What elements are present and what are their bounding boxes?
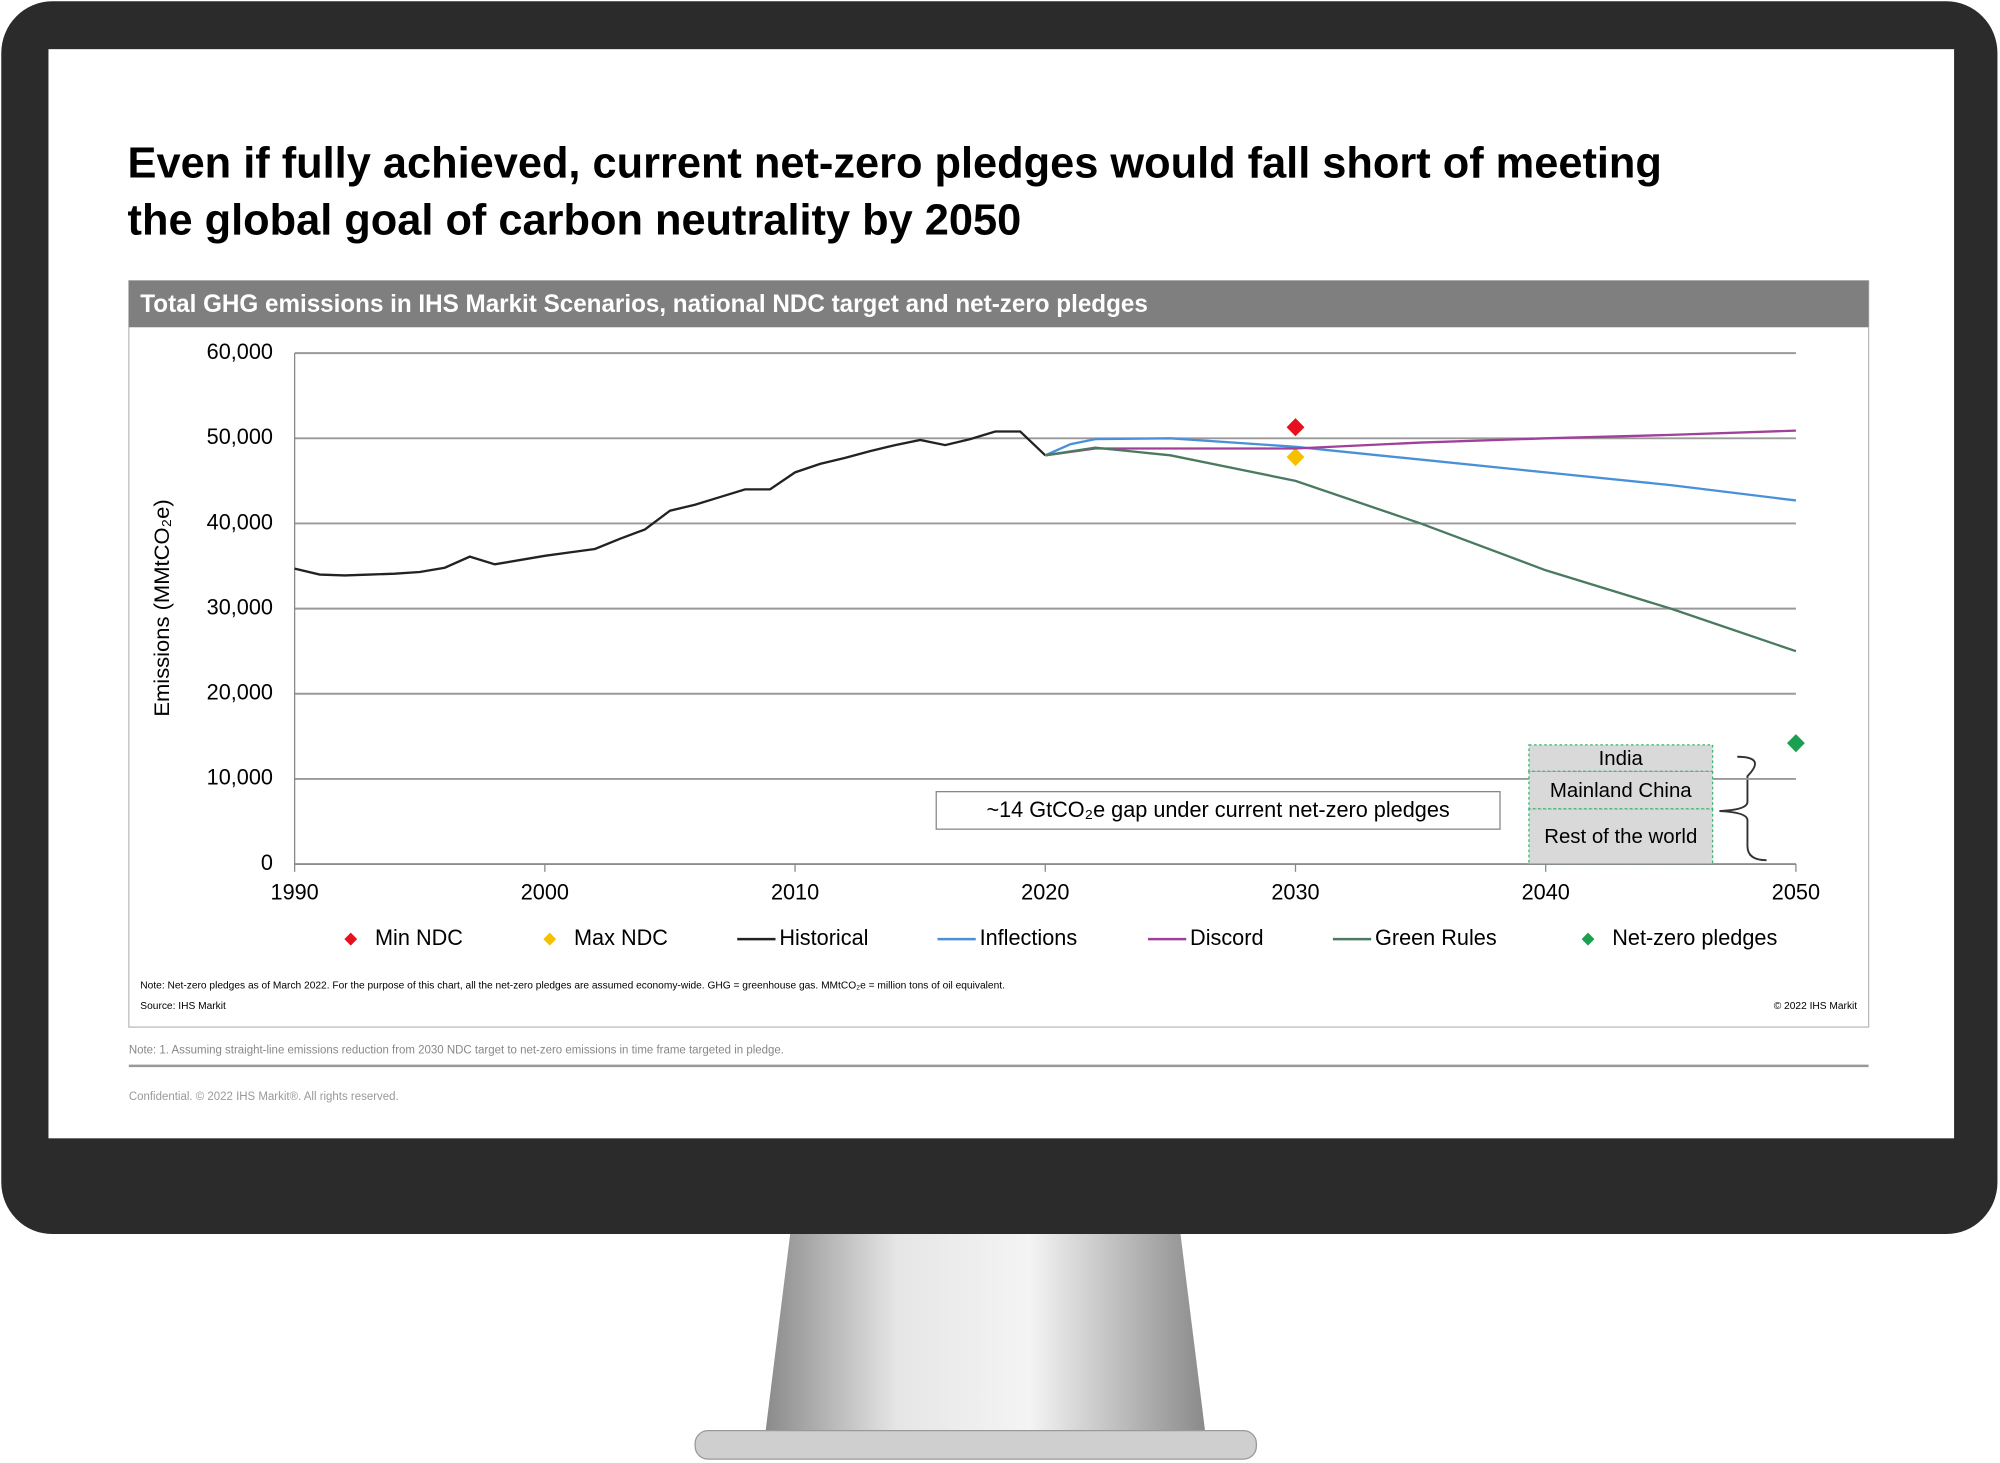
y-tick-label: 20,000 — [207, 679, 273, 704]
y-tick-label: 30,000 — [207, 594, 273, 619]
legend-marker — [1581, 932, 1595, 946]
legend-label: Green Rules — [1375, 925, 1497, 950]
footnote: Note: 1. Assuming straight-line emission… — [129, 1044, 784, 1056]
legend-label: Max NDC — [574, 925, 668, 950]
gap-segment-label: Rest of the world — [1544, 825, 1697, 848]
marker — [1286, 447, 1305, 467]
line — [1045, 446, 1797, 653]
plot: 0 10,000 20,000 30,000 40,000 50,000 60,000 199… — [207, 339, 1820, 950]
gap-segment-label: Mainland China — [1550, 779, 1692, 802]
gap-segment — [1528, 808, 1714, 865]
x-tick-label: 1990 — [271, 880, 319, 905]
x-tick-label: 2020 — [1021, 880, 1069, 905]
stand-base — [694, 1430, 1258, 1460]
y-tick-label: 50,000 — [207, 424, 273, 449]
stand — [765, 1228, 1206, 1434]
legend-label: Inflections — [980, 925, 1078, 950]
marker — [1286, 418, 1305, 437]
legend-marker — [344, 932, 358, 946]
confidential: Confidential. © 2022 IHS Markit®. All ri… — [129, 1091, 399, 1103]
x-tick-label: 2050 — [1772, 880, 1820, 905]
line — [294, 430, 1047, 577]
y-tick-label: 40,000 — [207, 509, 273, 534]
slide-title: Even if fully achieved, current net-zero… — [128, 138, 1662, 244]
copyright: © 2022 IHS Markit — [1774, 1001, 1858, 1012]
chart-title: Total GHG emissions in IHS Markit Scenar… — [140, 291, 1148, 318]
x-tick-label: 2000 — [521, 880, 569, 905]
bracket — [1719, 755, 1767, 862]
y-tick-label: 0 — [261, 850, 273, 875]
x-tick-label: 2040 — [1522, 880, 1570, 905]
gap-segment — [1528, 770, 1714, 810]
annotation: ~14 GtCO₂e gap under current net-zero pl… — [986, 797, 1449, 822]
legend-label: Net-zero pledges — [1612, 925, 1777, 950]
chart-header — [128, 280, 1869, 328]
legend-label: Discord — [1190, 925, 1263, 950]
x-tick-label: 2030 — [1271, 880, 1319, 905]
gap-segment-label: India — [1599, 747, 1644, 770]
annotation-box — [935, 791, 1501, 830]
x-tick-label: 2010 — [771, 880, 819, 905]
y-axis-label: Emissions (MMtCO₂e) — [149, 499, 174, 716]
y-tick-label: 60,000 — [207, 339, 273, 364]
source: Source: IHS Markit — [140, 1001, 226, 1012]
y-tick-label: 10,000 — [207, 765, 273, 790]
gap-segment — [1528, 744, 1714, 772]
legend-label: Historical — [779, 925, 868, 950]
legend-label: Min NDC — [375, 925, 463, 950]
note: Note: Net-zero pledges as of March 2022.… — [140, 980, 1005, 991]
legend-marker — [543, 932, 557, 946]
line — [1044, 437, 1797, 502]
chart-panel — [128, 280, 1870, 1028]
marker — [1786, 734, 1805, 753]
